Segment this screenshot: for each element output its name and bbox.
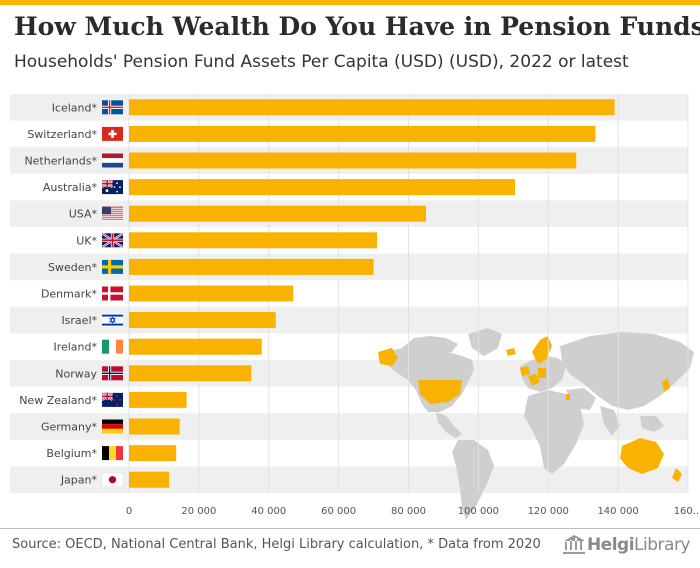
category-label: Norway	[55, 367, 97, 380]
bar-norway	[129, 365, 252, 382]
bar-sweden	[129, 258, 374, 275]
bar-iceland	[129, 99, 615, 116]
bar-belgium	[129, 445, 177, 462]
brand-name-b: Library	[634, 535, 690, 555]
flag-sweden-icon	[102, 259, 123, 274]
flag-israel-icon	[102, 313, 123, 328]
tick-label: 160...	[674, 506, 700, 517]
category-label: Australia*	[43, 181, 98, 194]
category-label: Switzerland*	[27, 128, 97, 141]
flag-norway-icon	[102, 366, 123, 381]
category-label: Denmark*	[41, 288, 98, 301]
flag-iceland-icon	[102, 100, 123, 115]
chart-title: How Much Wealth Do You Have in Pension F…	[14, 12, 700, 41]
category-label: Japan*	[60, 474, 98, 487]
bar-denmark	[129, 285, 294, 302]
flag-germany-icon	[102, 419, 123, 434]
category-label: Ireland*	[53, 341, 97, 354]
bar-new-zealand	[129, 391, 187, 408]
bar-israel	[129, 312, 276, 329]
flag-usa-icon	[102, 206, 123, 221]
library-columns-icon	[562, 535, 585, 554]
bar-australia	[129, 179, 516, 196]
category-label: Netherlands*	[24, 155, 97, 168]
brand-logo: HelgiLibrary	[561, 532, 690, 558]
tick-label: 0	[126, 506, 132, 517]
tick-label: 140 000	[597, 506, 638, 517]
category-label: Belgium*	[46, 447, 97, 460]
category-label: Germany*	[41, 421, 98, 434]
tick-label: 100 000	[458, 506, 499, 517]
category-label: Sweden*	[48, 261, 97, 274]
bar-netherlands	[129, 152, 577, 169]
flag-denmark-icon	[102, 286, 123, 301]
category-label: UK*	[76, 234, 97, 247]
flag-switzerland-icon	[102, 126, 123, 141]
category-label: USA*	[69, 208, 98, 221]
flag-ireland-icon	[102, 339, 123, 354]
bar-ireland	[129, 338, 262, 355]
bar-japan	[129, 471, 170, 488]
bar-usa	[129, 205, 426, 222]
source-note: Source: OECD, National Central Bank, Hel…	[12, 537, 541, 552]
tick-label: 60 000	[321, 506, 356, 517]
bar-germany	[129, 418, 180, 435]
brand-name-a: Helgi	[586, 535, 635, 555]
category-label: Iceland*	[52, 101, 98, 114]
bar-uk	[129, 232, 378, 249]
tick-label: 120 000	[528, 506, 569, 517]
tick-label: 20 000	[181, 506, 216, 517]
flag-new-zealand-icon	[101, 391, 123, 407]
tick-label: 80 000	[391, 506, 426, 517]
bar-chart: Iceland* Switzerland* Netherlands* Australi…	[10, 94, 700, 520]
top-accent-bar	[0, 0, 700, 5]
flag-belgium-icon	[102, 446, 123, 461]
tick-label: 40 000	[251, 506, 286, 517]
flag-uk-icon	[101, 232, 124, 249]
category-label: Israel*	[61, 314, 97, 327]
flag-netherlands-icon	[102, 153, 123, 168]
brand-name: HelgiLibrary	[586, 535, 691, 555]
chart-subtitle: Households' Pension Fund Assets Per Capi…	[14, 52, 629, 72]
bar-switzerland	[129, 125, 596, 142]
flag-japan-icon	[101, 472, 124, 487]
flag-australia-icon	[101, 179, 123, 195]
category-label: New Zealand*	[19, 394, 97, 407]
footer-divider	[0, 528, 700, 529]
